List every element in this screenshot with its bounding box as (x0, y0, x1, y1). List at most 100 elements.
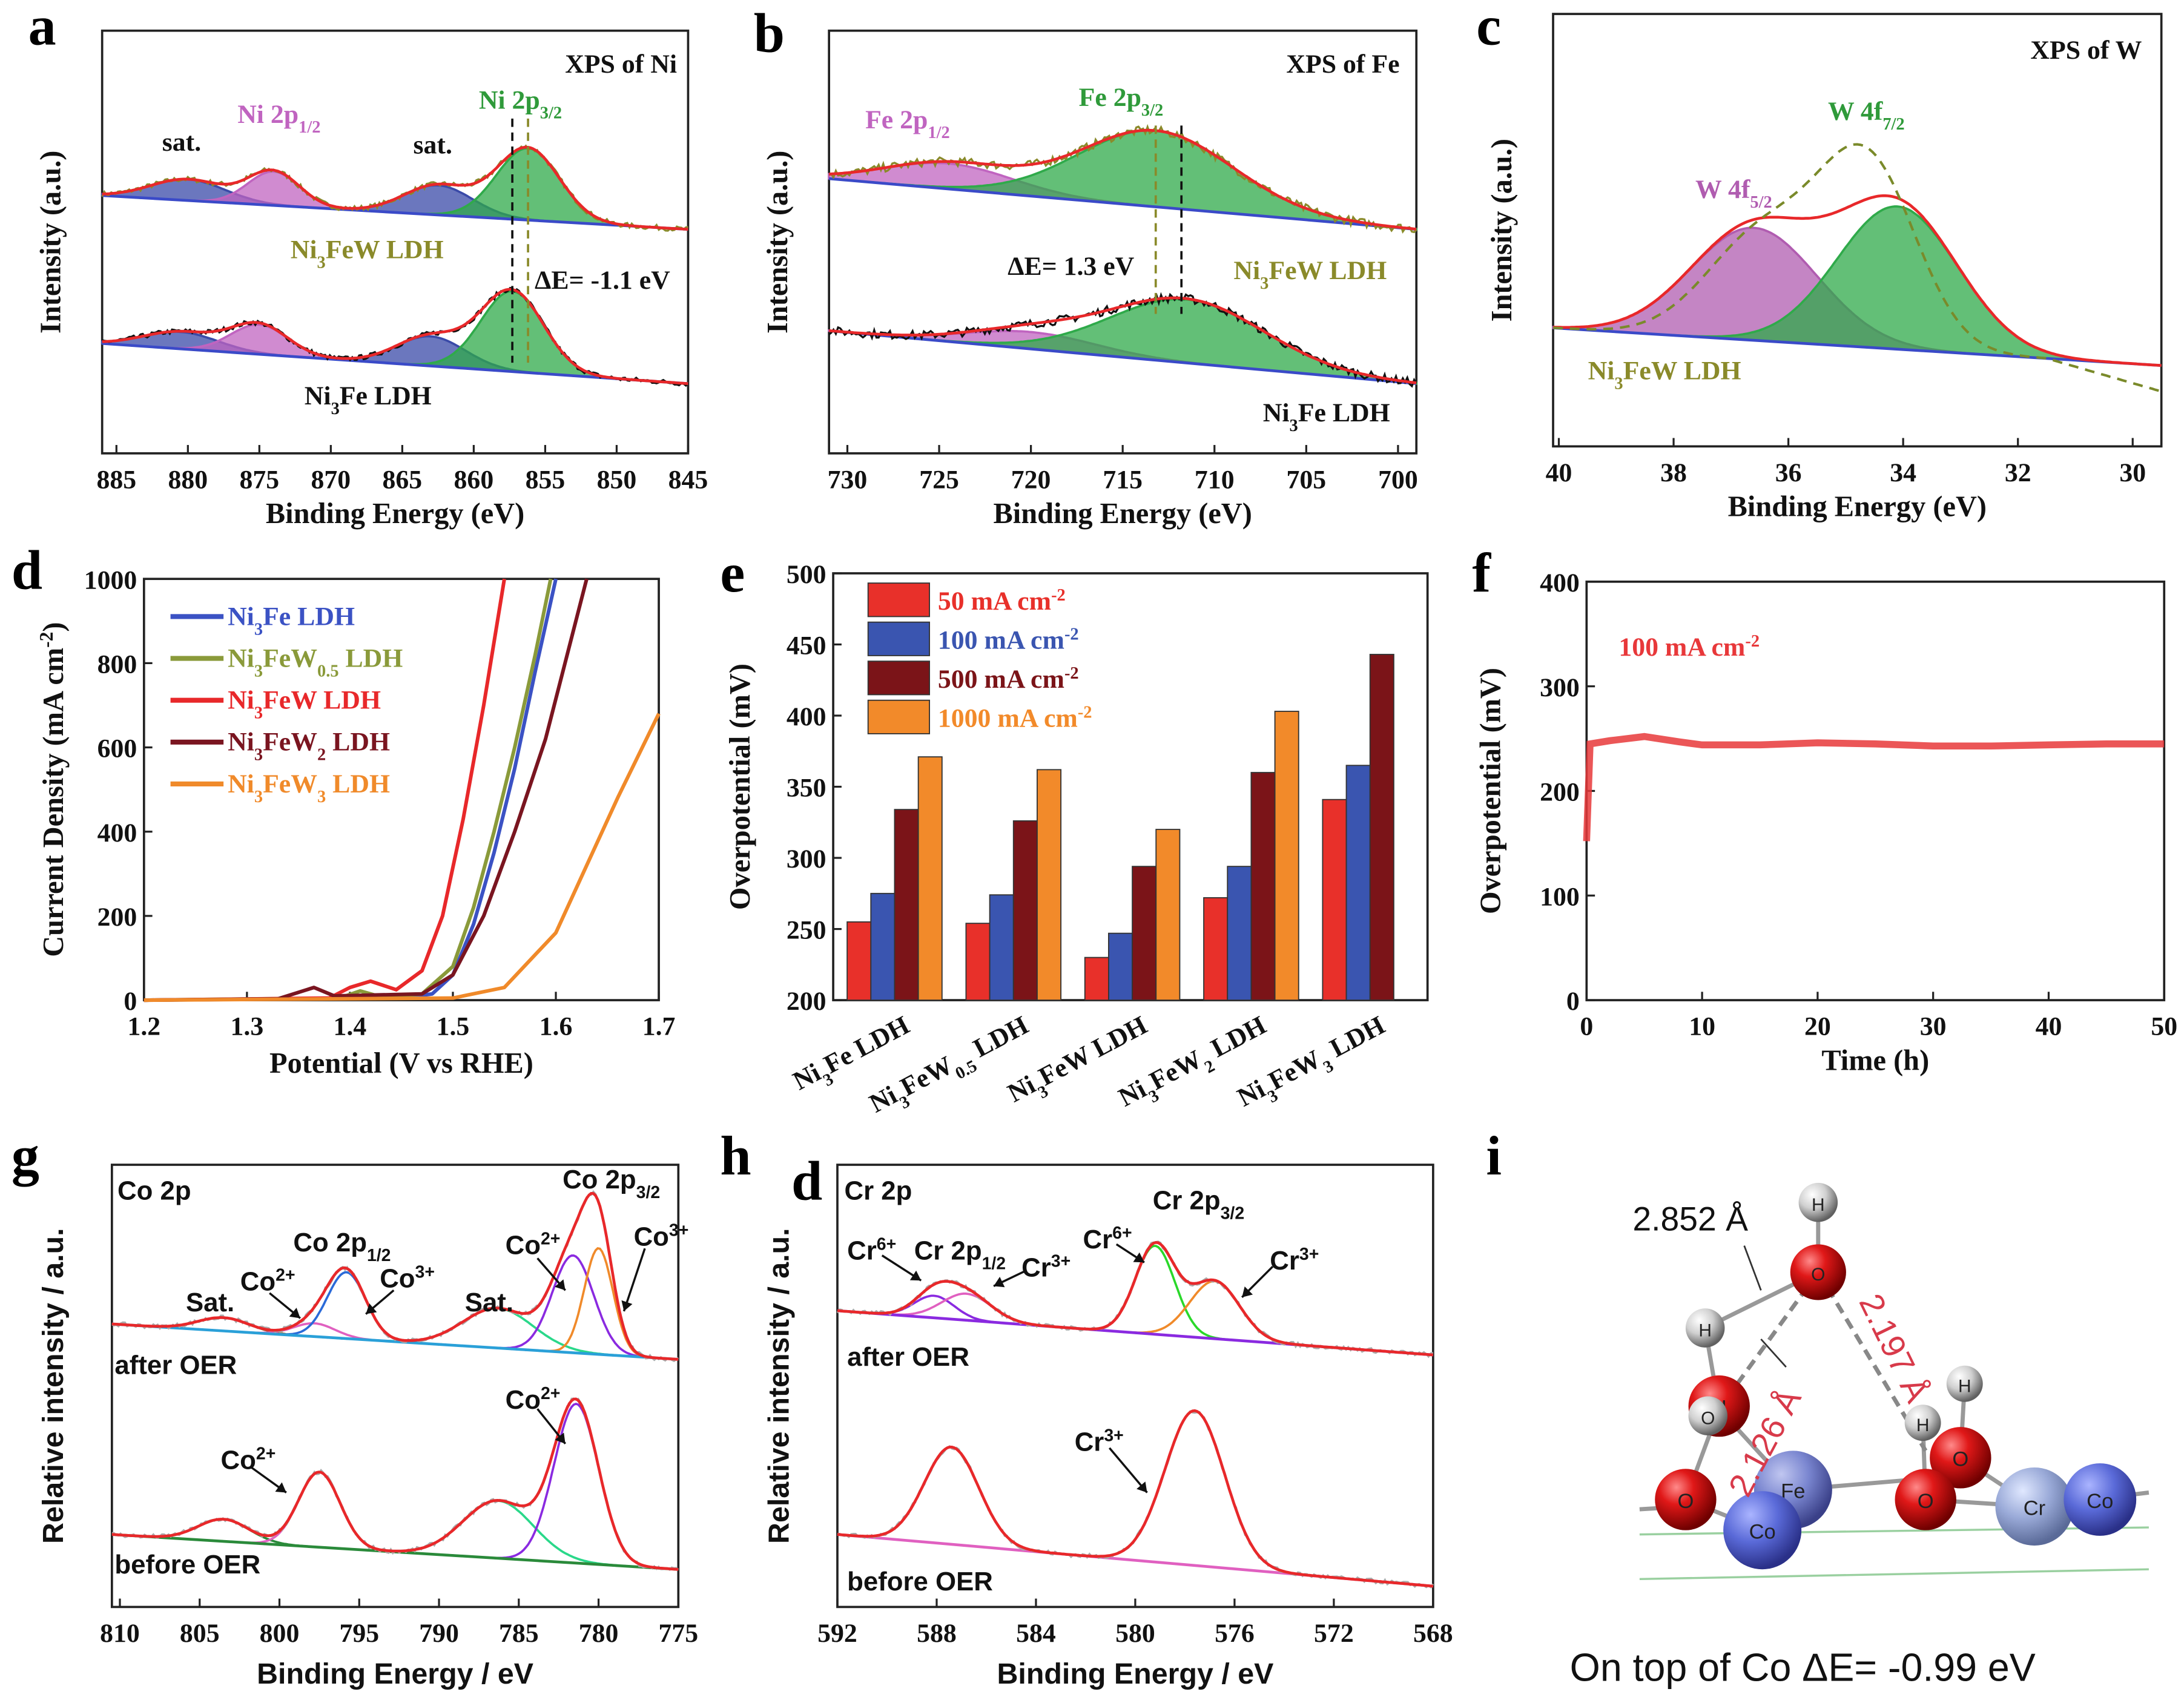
text-segment: 3+ (1104, 1426, 1123, 1445)
text-segment: Intensity (a.u.) (1486, 139, 1518, 321)
bar (1345, 765, 1371, 1001)
text-segment: Ni (788, 1058, 825, 1096)
bar (965, 923, 991, 1001)
x-tick-label: 885 (96, 465, 136, 494)
x-tick-label: 875 (240, 465, 280, 494)
text-segment: 3+ (1299, 1245, 1319, 1264)
peak-annotation: Co 2p1/2 (293, 1228, 391, 1265)
x-tick-label: 800 (260, 1619, 300, 1648)
text-segment: Cr (847, 1236, 877, 1266)
x-axis-label: Binding Energy / eV (997, 1658, 1273, 1690)
text-segment: 300 (1540, 673, 1580, 702)
bar (1037, 769, 1062, 1001)
legend-label: 500 mA cm-2 (938, 664, 1079, 694)
text-segment: Overpotential (mV) (1474, 668, 1506, 914)
legend-label: Ni3Fe LDH (228, 602, 355, 638)
fit-envelope-line (837, 1240, 1434, 1357)
text-segment: 850 (597, 465, 637, 494)
atom-label: H (1698, 1320, 1712, 1340)
y-tick-label: 400 (787, 702, 826, 731)
text-segment: 790 (419, 1619, 459, 1648)
x-tick-label: 20 (1804, 1012, 1831, 1041)
x-tick-label: 1.3 (231, 1012, 264, 1041)
text-segment: 200 (97, 903, 137, 932)
x-axis-label: Potential (V vs RHE) (269, 1047, 533, 1079)
text-segment: Co (506, 1385, 541, 1415)
text-segment: H (1698, 1320, 1712, 1340)
text-segment: 34 (1890, 458, 1916, 487)
text-segment: H (1958, 1377, 1971, 1397)
legend-swatch (867, 660, 930, 696)
peak-annotation: Co3+ (380, 1263, 435, 1294)
text-segment: Co 2p (562, 1165, 636, 1194)
panel-letter-c: c (1476, 0, 1501, 57)
text-segment: Binding Energy / eV (997, 1658, 1273, 1690)
y-tick-label: 100 (1540, 882, 1580, 911)
series-line (144, 713, 661, 1003)
text-segment: Ni (865, 1080, 902, 1118)
text-segment: ΔE= 1.3 eV (1008, 252, 1135, 281)
text-segment: 30 (2119, 458, 2146, 487)
text-segment: Cr 2p (914, 1236, 982, 1266)
atom-o (1895, 1469, 1956, 1530)
category-label: Ni3Fe LDH (788, 1010, 918, 1102)
x-tick-label: 40 (2036, 1012, 2062, 1041)
surface-line (1639, 1568, 2149, 1581)
text-segment: 592 (817, 1619, 857, 1648)
figure-panels: a b c d e f g h i 885 880 875 870 865 860 855 850 845 Bind… (12, 0, 2177, 1690)
peak-component-cr-2p1-2 (837, 1446, 1433, 1587)
panel-letter-f: f (1472, 542, 1491, 604)
text-segment: Ni 2p (237, 100, 299, 129)
text-segment: Binding Energy (eV) (994, 498, 1252, 530)
arrow-head-icon (994, 1277, 1005, 1288)
spectrum-label: before OER (847, 1567, 993, 1596)
text-segment: On top of Co ΔE= -0.99 eV (1570, 1646, 2036, 1690)
text-segment: 580 (1115, 1619, 1155, 1648)
arrow-head-icon (909, 1270, 922, 1281)
legend-swatch (867, 621, 930, 656)
x-tick-label: 795 (339, 1619, 379, 1648)
text-segment: 3 (317, 787, 326, 806)
peak-annotation: ΔE= 1.3 eV (1008, 252, 1135, 281)
peak-annotation: Co2+ (221, 1444, 276, 1475)
text-segment: LDH (963, 1010, 1033, 1066)
arrow-head-icon (289, 1308, 300, 1319)
text-segment: 500 (787, 560, 826, 589)
peak-annotation: Ni 2p3/2 (479, 86, 562, 122)
legend-label: Ni3FeW2 LDH (228, 728, 390, 764)
text-segment: e (720, 542, 745, 604)
chart-title: Co 2p (117, 1176, 191, 1206)
text-segment: 6+ (1112, 1224, 1132, 1243)
text-segment: d (12, 539, 42, 601)
baseline (828, 329, 1417, 385)
peak-annotation: Cr3+ (1021, 1251, 1071, 1282)
text-segment: -2 (1051, 585, 1066, 604)
peak-annotation: Cr6+ (1083, 1224, 1132, 1254)
peak-annotation: Co2+ (240, 1265, 295, 1296)
text-segment: Co 2p (293, 1228, 367, 1257)
text-segment: 350 (787, 774, 826, 803)
atom-label: H (1916, 1415, 1930, 1435)
baseline (828, 177, 1417, 231)
text-segment: Ni (228, 644, 254, 673)
peak-annotation: Cr3+ (1075, 1426, 1124, 1457)
peak-annotation: Co3+ (634, 1221, 689, 1252)
text-segment: Co (506, 1230, 541, 1260)
text-segment: before OER (114, 1550, 260, 1579)
y-axis-label: Relative intensity / a.u. (762, 1228, 795, 1544)
x-tick-label: 10 (1689, 1012, 1715, 1041)
text-segment: Co (221, 1445, 256, 1475)
text-segment: XPS of Ni (565, 50, 677, 79)
series-line (144, 578, 506, 1003)
text-segment: Potential (V vs RHE) (269, 1047, 533, 1079)
text-segment: FeW (1145, 1044, 1207, 1096)
spectrum-label: after OER (114, 1351, 237, 1380)
y-tick-label: 350 (787, 774, 826, 803)
peak-annotation: Co2+ (506, 1384, 561, 1415)
plot-frame (101, 29, 690, 455)
text-segment: 720 (1011, 465, 1051, 494)
bar (1322, 799, 1347, 1001)
text-segment: 568 (1413, 1619, 1453, 1648)
text-segment: O (1811, 1265, 1825, 1285)
atom-label: O (1918, 1490, 1934, 1513)
